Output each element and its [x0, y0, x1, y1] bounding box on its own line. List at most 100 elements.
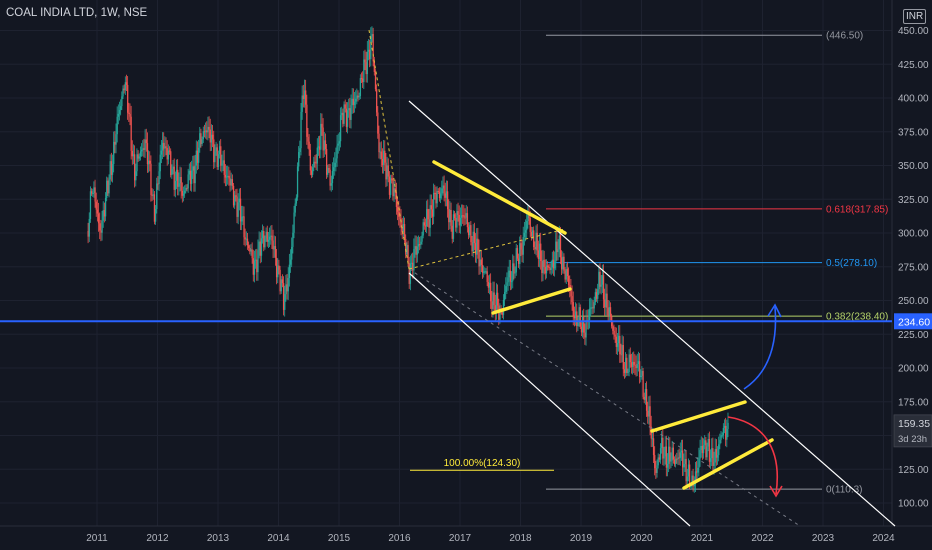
candle [414, 235, 416, 258]
candle-body [207, 126, 209, 133]
candle [402, 216, 405, 239]
candle [167, 144, 170, 165]
candle [715, 439, 718, 466]
candle-body [110, 161, 113, 175]
candle-body [136, 154, 138, 172]
candle-body [702, 445, 705, 454]
candle-body [638, 361, 641, 378]
candle-body [280, 279, 282, 292]
candle-body [282, 283, 285, 310]
candle [251, 242, 253, 264]
candle [720, 431, 722, 444]
candle-body [491, 301, 493, 309]
yellow-trendline [491, 287, 572, 315]
candle [192, 155, 194, 179]
candle [647, 401, 649, 424]
candle-body [490, 282, 492, 302]
candle [453, 210, 456, 221]
candle-body [644, 389, 647, 400]
candle-body [358, 96, 360, 98]
candle [676, 452, 678, 464]
candle [534, 241, 536, 254]
candle [588, 298, 591, 329]
candle-body [180, 176, 182, 191]
candle [410, 253, 413, 271]
candle [278, 259, 280, 275]
candle [679, 442, 681, 466]
candle [583, 308, 585, 339]
candle-body [658, 457, 661, 460]
candle [465, 204, 467, 225]
candle [200, 128, 202, 148]
candle [245, 231, 248, 246]
candle [406, 242, 408, 257]
candle-body [514, 272, 516, 274]
candle-body [208, 126, 210, 130]
candle-body [232, 185, 235, 206]
candle [392, 175, 394, 201]
candle-body [429, 205, 431, 228]
candle-body [356, 95, 358, 99]
candle-body [487, 282, 490, 288]
candle-body [564, 270, 566, 280]
candle [374, 69, 377, 92]
candle [96, 199, 99, 222]
candle [238, 188, 241, 211]
candle-body [124, 82, 127, 91]
candle [300, 102, 302, 156]
candle-body [87, 231, 89, 237]
candle-body [322, 127, 324, 151]
candle-body [698, 458, 700, 468]
candle-body [540, 243, 542, 262]
candle [673, 456, 676, 467]
candle [315, 154, 317, 171]
candle-body [613, 330, 615, 335]
candle [524, 219, 527, 242]
candle [150, 155, 152, 202]
candle-body [424, 225, 427, 227]
y-axis: 100.00125.00150.00175.00200.00225.00250.… [0, 0, 929, 526]
candle [479, 249, 481, 275]
y-tick-label: 100.00 [898, 499, 929, 510]
candle-body [152, 194, 154, 196]
candle-body [472, 231, 474, 252]
candle [503, 284, 506, 307]
candle [332, 157, 335, 179]
x-tick-label: 2013 [207, 533, 230, 544]
candle-body [433, 192, 435, 217]
candle-body [630, 362, 633, 367]
candle [619, 325, 621, 363]
candle-body [396, 206, 399, 212]
currency-label[interactable]: INR [903, 9, 927, 24]
candle-body [505, 286, 507, 292]
candle [142, 140, 144, 157]
candle [208, 116, 210, 139]
candle [186, 184, 188, 192]
y-tick-label: 400.00 [898, 94, 929, 105]
candle-body [420, 241, 422, 245]
candle-body [453, 214, 456, 218]
candle [607, 299, 609, 322]
candle [701, 437, 704, 460]
candle-body [277, 265, 279, 278]
candle [547, 261, 549, 271]
candle-body [640, 375, 642, 378]
candle-body [633, 361, 635, 365]
candle-body [620, 354, 622, 356]
candle-body [202, 131, 204, 140]
candle [146, 132, 149, 173]
candle-body [255, 259, 257, 261]
candle-body [577, 323, 579, 326]
candle-body [150, 163, 152, 195]
candle [136, 148, 138, 177]
candle-body [298, 152, 300, 167]
candle-body [170, 151, 172, 176]
candle-body [683, 464, 685, 468]
candle [135, 163, 137, 187]
candle-body [502, 300, 505, 315]
candle [322, 118, 324, 158]
candle [289, 249, 292, 273]
candle-body [471, 242, 473, 252]
candle [166, 140, 168, 166]
